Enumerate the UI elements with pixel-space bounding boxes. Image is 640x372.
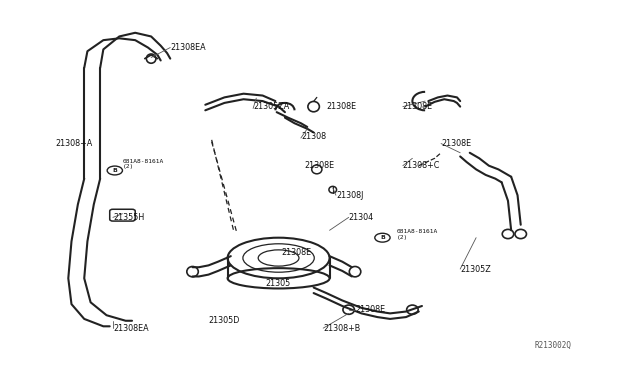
Text: 21308E: 21308E bbox=[355, 305, 385, 314]
Text: 21304: 21304 bbox=[349, 213, 374, 222]
Text: 21308E: 21308E bbox=[304, 161, 334, 170]
Text: B: B bbox=[113, 168, 117, 173]
Text: 21308EA: 21308EA bbox=[113, 324, 148, 333]
Text: 21308E: 21308E bbox=[403, 102, 433, 111]
Text: 21305Z: 21305Z bbox=[460, 264, 491, 273]
Text: 21308E: 21308E bbox=[441, 139, 471, 148]
Text: 21308+A: 21308+A bbox=[56, 139, 93, 148]
Text: 21308J: 21308J bbox=[336, 191, 364, 200]
Text: 21308EA: 21308EA bbox=[170, 43, 206, 52]
Text: 21308E: 21308E bbox=[282, 248, 312, 257]
Text: 081A8-8161A
(2): 081A8-8161A (2) bbox=[396, 229, 438, 240]
Text: 21308+B: 21308+B bbox=[323, 324, 360, 333]
Text: 21308: 21308 bbox=[301, 132, 326, 141]
Text: 21305ZA: 21305ZA bbox=[253, 102, 289, 111]
Text: 21355H: 21355H bbox=[113, 213, 144, 222]
Text: B: B bbox=[380, 235, 385, 240]
Text: R213002Q: R213002Q bbox=[534, 341, 572, 350]
Text: 21305: 21305 bbox=[266, 279, 291, 288]
Text: 081A8-8161A
(2): 081A8-8161A (2) bbox=[122, 158, 164, 169]
Text: 21305D: 21305D bbox=[209, 316, 240, 325]
Text: 21308E: 21308E bbox=[326, 102, 356, 111]
Text: 21308+C: 21308+C bbox=[403, 161, 440, 170]
